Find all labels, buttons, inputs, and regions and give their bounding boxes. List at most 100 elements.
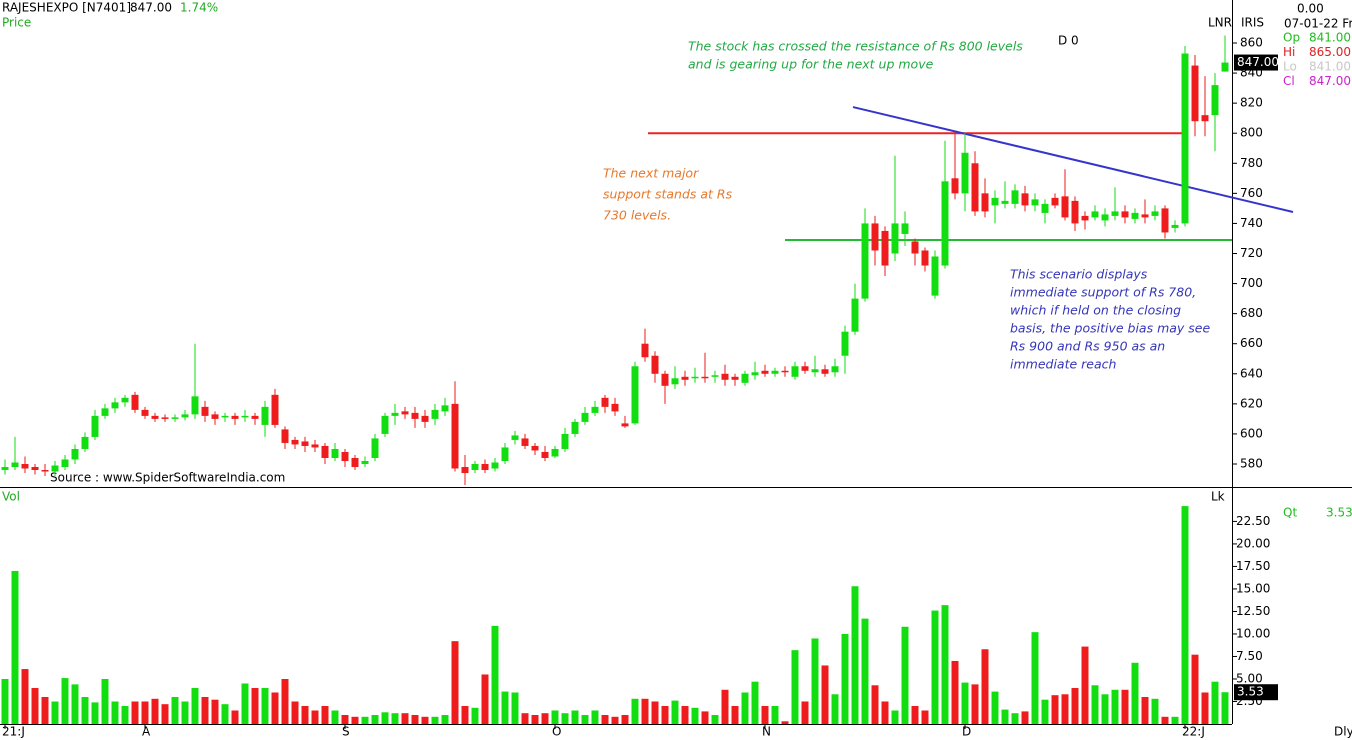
x-tick-label: A: [142, 725, 151, 739]
candle-body: [411, 412, 419, 419]
volume-bar: [431, 716, 439, 724]
candle-body: [571, 421, 579, 434]
info-value: 841.00: [1309, 60, 1351, 74]
symbol: RAJESHEXPO [N7401]: [2, 1, 131, 15]
annotation: The next major: [603, 166, 699, 181]
source: Source : www.SpiderSoftwareIndia.com: [50, 471, 285, 485]
candle-body: [461, 467, 469, 474]
volume-bar: [121, 705, 129, 724]
candle-body: [1071, 200, 1079, 224]
candle-body: [1111, 211, 1119, 216]
volume-bar: [791, 650, 799, 724]
volume-bar: [211, 699, 219, 724]
candle-body: [791, 366, 799, 377]
x-tick-label: S: [342, 725, 350, 739]
volume-bar: [201, 696, 209, 724]
candle-body: [931, 256, 939, 296]
volume-bar: [861, 618, 869, 724]
volume-bar: [181, 701, 189, 724]
price-tag: 847.00: [1237, 55, 1279, 69]
volume-bar: [61, 678, 69, 724]
candle-body: [341, 451, 349, 461]
annotation: and is gearing up for the next up move: [688, 57, 934, 72]
volume-bar: [691, 707, 699, 724]
volume-bar: [71, 684, 79, 724]
y-tick-label: 600: [1240, 426, 1263, 440]
volume-bar: [1201, 692, 1209, 724]
candle-body: [591, 406, 599, 413]
candle-body: [601, 397, 609, 407]
candle-body: [441, 405, 449, 412]
volume-bar: [321, 705, 329, 724]
candle-body: [191, 396, 199, 415]
candle-body: [491, 462, 499, 469]
volume-bar: [41, 696, 49, 724]
candle-body: [1021, 193, 1029, 206]
volume-tick-label: 17.50: [1236, 559, 1270, 573]
volume-bar: [91, 702, 99, 724]
volume-bar: [761, 705, 769, 724]
volume-bar: [771, 705, 779, 724]
candle-body: [671, 378, 679, 385]
candle-body: [251, 415, 259, 419]
volume-bar: [1101, 694, 1109, 724]
y-tick-label: 820: [1240, 96, 1263, 110]
volume-bar: [1061, 694, 1069, 724]
volume-bar: [711, 714, 719, 724]
y-tick-label: 580: [1240, 456, 1263, 470]
volume-bar: [921, 710, 929, 724]
candle-body: [61, 459, 69, 468]
volume-bar: [111, 701, 119, 724]
price-tag-bg: [1234, 54, 1278, 71]
annotation: immediate support of Rs 780,: [1010, 285, 1196, 300]
candle-body: [481, 463, 489, 471]
candle-body: [1131, 212, 1139, 219]
volume-bar: [221, 704, 229, 724]
annotation: immediate reach: [1010, 357, 1117, 372]
candle-body: [471, 463, 479, 471]
candle-body: [321, 445, 329, 458]
candle-body: [651, 355, 659, 374]
x-tick-label: 22:J: [1182, 725, 1205, 739]
volume-bar: [661, 705, 669, 724]
candle-body: [121, 397, 129, 403]
volume-tick-label: 7.50: [1236, 649, 1263, 663]
candle-body: [221, 415, 229, 418]
candle-body: [21, 463, 29, 469]
candle-body: [151, 415, 159, 419]
volume-bar: [411, 714, 419, 724]
volume-bar: [231, 710, 239, 724]
candle-body: [301, 441, 309, 446]
iris-label: IRIS: [1241, 16, 1264, 30]
volume-bar: [131, 701, 139, 724]
volume-bar: [701, 711, 709, 724]
candle-body: [1161, 208, 1169, 233]
candle-body: [1011, 190, 1019, 204]
candle-body: [761, 370, 769, 374]
annotation: Rs 900 and Rs 950 as an: [1010, 339, 1165, 354]
candle-body: [1151, 211, 1159, 216]
candle-body: [1001, 200, 1009, 204]
volume-bar: [361, 716, 369, 724]
info-value: 841.00: [1309, 31, 1351, 45]
volume-bar: [1041, 699, 1049, 724]
volume-bar: [171, 696, 179, 724]
annotation: 730 levels.: [603, 208, 671, 223]
volume-bar: [1131, 662, 1139, 724]
candle-body: [1121, 211, 1129, 218]
volume-bar: [1051, 695, 1059, 724]
candle-body: [521, 438, 529, 446]
annotation: The stock has crossed the resistance of …: [688, 39, 1023, 54]
candle-body: [241, 415, 249, 418]
volume-bar: [391, 713, 399, 724]
volume-bar: [851, 586, 859, 724]
volume-bar: [931, 610, 939, 724]
candle-body: [541, 451, 549, 458]
candle-body: [391, 412, 399, 416]
volume-bar: [911, 705, 919, 724]
volume-bar: [741, 692, 749, 724]
volume-bar: [821, 665, 829, 724]
candle-body: [771, 370, 779, 374]
volume-bar: [531, 714, 539, 724]
candle-body: [641, 343, 649, 358]
